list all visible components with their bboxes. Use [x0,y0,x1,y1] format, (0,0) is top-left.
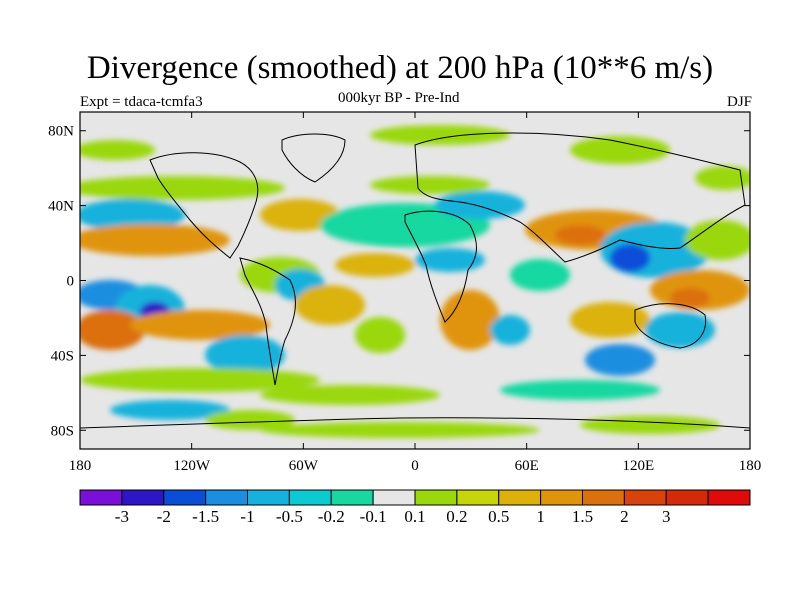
period-label: 000kyr BP - Pre-Ind [338,90,460,106]
plot-title: Divergence (smoothed) at 200 hPa (10**6 … [86,50,714,86]
x-tick-label: 60E [515,458,539,474]
x-tick-label: 0 [411,458,419,474]
colorbar-label: 0.2 [446,507,468,526]
colorbar-label: 2 [620,507,629,526]
coastlines [80,132,750,429]
y-tick-label: 0 [67,274,75,290]
y-tick-label: 40S [51,348,74,364]
colorbar-label: -1.5 [192,507,220,526]
x-tick-label: 120W [173,458,211,474]
colorbar-swatch [498,489,542,506]
colorbar-label: -0.1 [359,507,387,526]
y-tick-label: 80N [48,124,74,140]
axis-ticks [79,112,751,449]
experiment-label: Expt = tdaca-tcmfa3 [80,94,203,110]
colorbar-label: -3 [114,507,129,526]
colorbar [79,489,751,506]
season-label: DJF [726,94,752,110]
y-tick-label: 80S [51,423,74,439]
colorbar-swatch [79,489,123,506]
colorbar-swatch [163,489,207,506]
colorbar-swatch [540,489,583,506]
x-tick-label: 180 [69,458,92,474]
colorbar-swatch [623,489,667,506]
colorbar-label: -0.2 [317,507,345,526]
x-tick-label: 120E [622,458,654,474]
colorbar-label: 1.5 [571,507,594,526]
x-tick-label: 180 [739,458,762,474]
colorbar-swatch [582,489,625,506]
colorbar-label: 1 [536,507,545,526]
colorbar-swatch [247,489,290,506]
axis-labels: 180 120W 60W 0 60E 120E 180 80N 40N 0 40S 80S [48,124,761,474]
colorbar-swatch [205,489,248,506]
colorbar-label: 0.5 [488,507,510,526]
colorbar-label: -1 [240,507,255,526]
colorbar-label: 0.1 [404,507,426,526]
colorbar-swatch [456,489,500,506]
colorbar-swatch [330,489,374,506]
colorbar-swatch [414,489,458,506]
colorbar-swatch [665,489,709,506]
x-tick-label: 60W [289,458,319,474]
colorbar-swatch [121,489,165,506]
colorbar-label: -0.5 [275,507,303,526]
divergence-field [80,125,750,438]
colorbar-swatch [372,489,416,506]
y-tick-label: 40N [48,199,74,215]
colorbar-label: 3 [662,507,671,526]
colorbar-swatch [288,489,332,506]
colorbar-swatch [707,489,751,506]
colorbar-label: -2 [156,507,171,526]
